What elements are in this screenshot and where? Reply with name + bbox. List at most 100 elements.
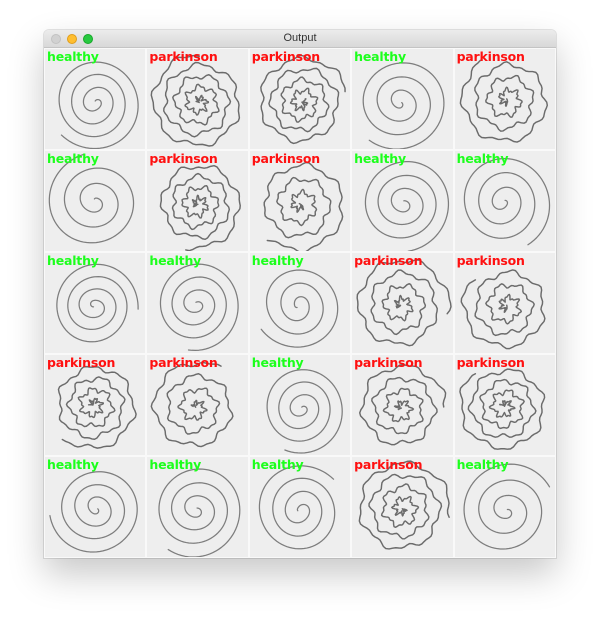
spiral-tile: healthy [248,354,352,456]
spiral-stroke [459,59,548,143]
spiral-tile: parkinson [146,48,249,150]
spiral-stroke [150,54,241,147]
prediction-label: parkinson [251,151,320,166]
window-titlebar[interactable]: Output [44,30,556,48]
spiral-tile: parkinson [146,354,249,456]
spiral-drawing-icon [160,263,240,352]
spiral-drawing-icon [259,54,346,145]
spiral-tile: healthy [453,456,556,558]
spiral-tile: healthy [44,150,147,252]
spiral-stroke [158,468,241,557]
minimize-window-icon[interactable] [67,33,77,44]
spiral-drawing-icon [356,259,452,347]
spiral-drawing-icon [362,62,445,149]
spiral-stroke [463,157,550,246]
spiral-stroke [364,161,450,251]
spiral-stroke [58,61,139,149]
prediction-label: healthy [251,355,304,370]
prediction-label: parkinson [456,355,525,370]
spiral-drawing-icon [258,465,336,550]
prediction-label: healthy [354,49,406,64]
spiral-tile: healthy [44,252,147,354]
prediction-label: parkinson [354,457,423,472]
prediction-label: healthy [251,457,304,472]
spiral-tile: parkinson [44,354,147,456]
prediction-label: parkinson [149,151,218,166]
window-title: Output [283,32,317,44]
prediction-label: parkinson [354,253,423,268]
prediction-label: healthy [149,457,202,472]
prediction-label: healthy [47,151,99,166]
spiral-tile: healthy [44,456,147,558]
prediction-label: parkinson [149,355,218,370]
prediction-label: healthy [251,253,304,268]
spiral-drawing-icon [49,471,138,553]
spiral-drawing-icon [158,468,241,557]
spiral-tile: parkinson [351,456,454,558]
prediction-label: healthy [149,253,202,268]
spiral-tile: healthy [248,252,352,354]
spiral-stroke [150,361,235,448]
spiral-drawing-icon [358,460,451,550]
spiral-stroke [356,259,452,347]
prediction-label: parkinson [456,253,525,268]
prediction-label: parkinson [456,49,525,64]
prediction-label: parkinson [47,355,116,370]
spiral-tile: healthy [146,456,249,558]
spiral-drawing-icon [150,54,241,147]
prediction-label: healthy [47,457,99,472]
spiral-tile: healthy [351,48,454,150]
spiral-drawing-icon [460,269,546,350]
spiral-stroke [462,463,550,550]
spiral-stroke [258,465,336,550]
spiral-drawing-icon [266,369,343,454]
prediction-label: healthy [47,49,99,64]
prediction-label: healthy [456,151,509,166]
spiral-tile: healthy [248,456,352,558]
spiral-drawing-icon [57,365,137,449]
spiral-tile: parkinson [351,354,454,456]
spiral-drawing-icon [56,263,139,343]
spiral-drawing-icon [58,61,139,149]
spiral-drawing-icon [160,164,242,251]
spiral-drawing-icon [364,161,450,251]
spiral-tile: healthy [351,150,454,252]
spiral-stroke [160,263,240,352]
spiral-tile: parkinson [453,354,556,456]
spiral-stroke [57,365,137,449]
spiral-drawing-icon [48,153,135,244]
spiral-tile: parkinson [351,252,454,354]
zoom-window-icon[interactable] [83,33,93,44]
spiral-stroke [260,269,339,348]
output-window: Output healthy parkinson parkinson healt… [44,30,556,558]
spiral-prediction-grid: healthy parkinson parkinson healthy park… [44,48,556,558]
spiral-drawing-icon [463,157,550,246]
close-window-icon[interactable] [51,33,61,44]
spiral-stroke [359,363,447,446]
spiral-stroke [362,62,445,149]
prediction-label: healthy [47,253,99,268]
spiral-tile: parkinson [146,150,249,252]
prediction-label: parkinson [251,49,320,64]
prediction-label: healthy [456,457,509,472]
spiral-stroke [358,460,451,550]
spiral-tile: healthy [453,150,556,252]
spiral-stroke [460,269,546,350]
spiral-stroke [263,161,344,251]
prediction-label: parkinson [354,355,423,370]
prediction-label: parkinson [149,49,218,64]
spiral-tile: parkinson [453,252,556,354]
spiral-stroke [49,471,138,553]
spiral-stroke [48,153,135,244]
prediction-label: healthy [354,151,406,166]
spiral-drawing-icon [150,361,235,448]
spiral-tile: parkinson [248,48,352,150]
spiral-stroke [56,263,139,343]
spiral-stroke [259,54,346,145]
spiral-drawing-icon [359,363,447,446]
spiral-drawing-icon [263,161,344,251]
spiral-drawing-icon [458,368,545,450]
spiral-stroke [266,369,343,454]
spiral-tile: healthy [44,48,147,150]
spiral-tile: parkinson [453,48,556,150]
